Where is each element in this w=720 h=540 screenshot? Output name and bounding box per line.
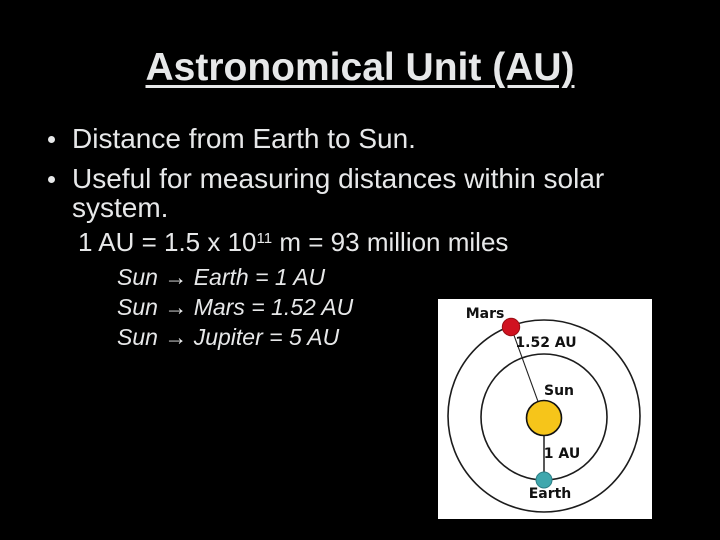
formula-base: 1 AU = 1.5 x 10 <box>78 227 257 257</box>
bullet-item-useful: Useful for measuring distances within so… <box>46 164 662 222</box>
earth-label: Earth <box>529 486 572 502</box>
mars-orbit-circle <box>447 319 641 513</box>
mars-label: Mars <box>466 306 505 322</box>
bullet-icon <box>48 136 55 143</box>
sun-circle <box>525 399 563 437</box>
distance-line-earth: Sun → Earth = 1 AU <box>117 264 326 290</box>
distance-line-jupiter: Sun → Jupiter = 5 AU <box>117 324 340 350</box>
mars-dot <box>501 317 521 337</box>
formula-exponent: 11 <box>256 230 273 248</box>
sun-label: Sun <box>544 383 574 399</box>
bullet-text: Distance from Earth to Sun. <box>72 123 416 154</box>
earth-dot <box>535 471 553 489</box>
bullet-icon <box>48 176 55 183</box>
slide-title: Astronomical Unit (AU) <box>145 46 575 89</box>
bullet-item-distance: Distance from Earth to Sun. <box>46 124 416 153</box>
earth-distance-label: 1 AU <box>544 446 580 462</box>
distance-line-mars: Sun → Mars = 1.52 AU <box>117 294 354 320</box>
distance-list: Sun → Earth = 1 AU Sun → Mars = 1.52 AU … <box>117 262 353 352</box>
bullet-text: Useful for measuring distances within so… <box>72 163 605 223</box>
au-formula: 1 AU = 1.5 x 1011 m = 93 million miles <box>78 226 508 263</box>
orbit-diagram: Mars 1.52 AU Sun 1 AU Earth <box>438 299 652 519</box>
orbit-diagram-svg: Mars 1.52 AU Sun 1 AU Earth <box>447 306 641 513</box>
formula-rest: m = 93 million miles <box>272 227 509 257</box>
mars-distance-label: 1.52 AU <box>515 335 576 351</box>
